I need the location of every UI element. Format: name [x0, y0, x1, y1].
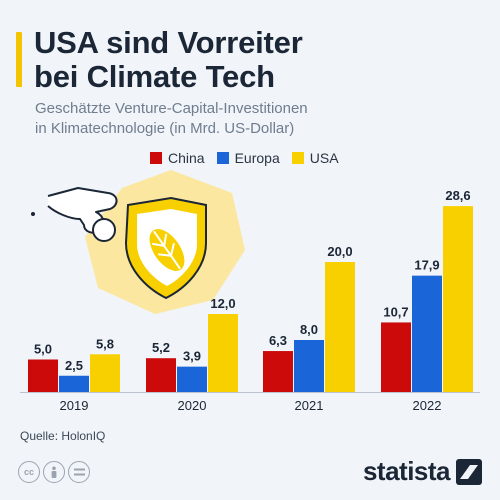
hand-coin-leaf-illustration — [31, 170, 245, 314]
x-tick-label-2021: 2021 — [295, 398, 324, 413]
bar-china-2022 — [381, 322, 411, 392]
coin-icon — [92, 218, 116, 242]
legend-item-europa: Europa — [216, 150, 280, 166]
statista-brand[interactable]: statista — [363, 456, 482, 487]
bar-china-2021 — [263, 351, 293, 392]
data-label-usa-2022: 28,6 — [445, 188, 470, 203]
data-label-china-2021: 6,3 — [269, 333, 287, 348]
legend-swatch-china — [150, 152, 162, 164]
data-label-china-2019: 5,0 — [34, 342, 52, 357]
chart-title-line-2: bei Climate Tech — [34, 59, 275, 94]
data-label-europa-2022: 17,9 — [414, 258, 439, 273]
bar-europa-2019 — [59, 375, 89, 392]
bar-usa-2022 — [443, 206, 473, 392]
spark-dot-icon — [31, 212, 35, 216]
data-label-europa-2019: 2,5 — [65, 358, 83, 373]
legend-label-usa: USA — [309, 150, 339, 166]
legend-label-china: China — [168, 150, 205, 166]
x-tick-label-2019: 2019 — [60, 398, 89, 413]
chart-subtitle-line-2: in Klimatechnologie (in Mrd. US-Dollar) — [35, 120, 295, 137]
legend-label-europa: Europa — [234, 150, 280, 166]
bar-europa-2022 — [412, 275, 442, 392]
chart-title: USA sind Vorreiter bei Climate Tech — [34, 26, 303, 94]
bar-europa-2020 — [177, 366, 207, 392]
legend-swatch-europa — [216, 152, 229, 164]
license-icons: cc — [18, 461, 93, 483]
cc-icon[interactable]: cc — [18, 461, 40, 483]
x-axis: 2019 2020 2021 2022 — [20, 392, 480, 413]
chart-subtitle: Geschätzte Venture-Capital-Investitionen… — [35, 99, 308, 139]
legend-item-usa: USA — [291, 150, 339, 166]
source-note: Quelle: HolonIQ — [20, 429, 106, 443]
legend-item-china: China — [150, 150, 205, 166]
bars-layer — [28, 206, 473, 392]
data-label-usa-2019: 5,8 — [96, 336, 114, 351]
data-label-usa-2020: 12,0 — [210, 296, 235, 311]
statista-logo-icon — [456, 458, 482, 485]
brand-name: statista — [362, 456, 451, 486]
bar-usa-2021 — [325, 262, 355, 392]
bar-china-2019 — [28, 359, 58, 392]
bar-labels-layer: 5,0 2,5 5,8 5,2 3,9 12,0 6,3 8,0 20,0 10,7 17,9 28,… — [34, 188, 471, 373]
chart-legend: China Europa USA — [150, 150, 351, 166]
chart-title-line-1: USA sind Vorreiter — [34, 25, 303, 60]
title-accent-bar — [16, 32, 22, 87]
attribution-icon[interactable] — [43, 461, 65, 483]
leaf-icon — [149, 228, 185, 272]
data-label-china-2022: 10,7 — [383, 304, 408, 319]
bar-europa-2021 — [294, 340, 324, 392]
bar-china-2020 — [146, 358, 176, 392]
no-derivatives-icon[interactable] — [68, 461, 90, 483]
chart-subtitle-line-1: Geschätzte Venture-Capital-Investitionen — [35, 100, 308, 117]
x-tick-label-2022: 2022 — [413, 398, 442, 413]
data-label-europa-2021: 8,0 — [300, 322, 318, 337]
x-tick-label-2020: 2020 — [178, 398, 207, 413]
legend-swatch-usa — [291, 152, 304, 164]
bar-usa-2019 — [90, 354, 120, 392]
data-label-usa-2021: 20,0 — [327, 244, 352, 259]
data-label-china-2020: 5,2 — [152, 340, 170, 355]
bar-usa-2020 — [208, 314, 238, 392]
data-label-europa-2020: 3,9 — [183, 349, 201, 364]
